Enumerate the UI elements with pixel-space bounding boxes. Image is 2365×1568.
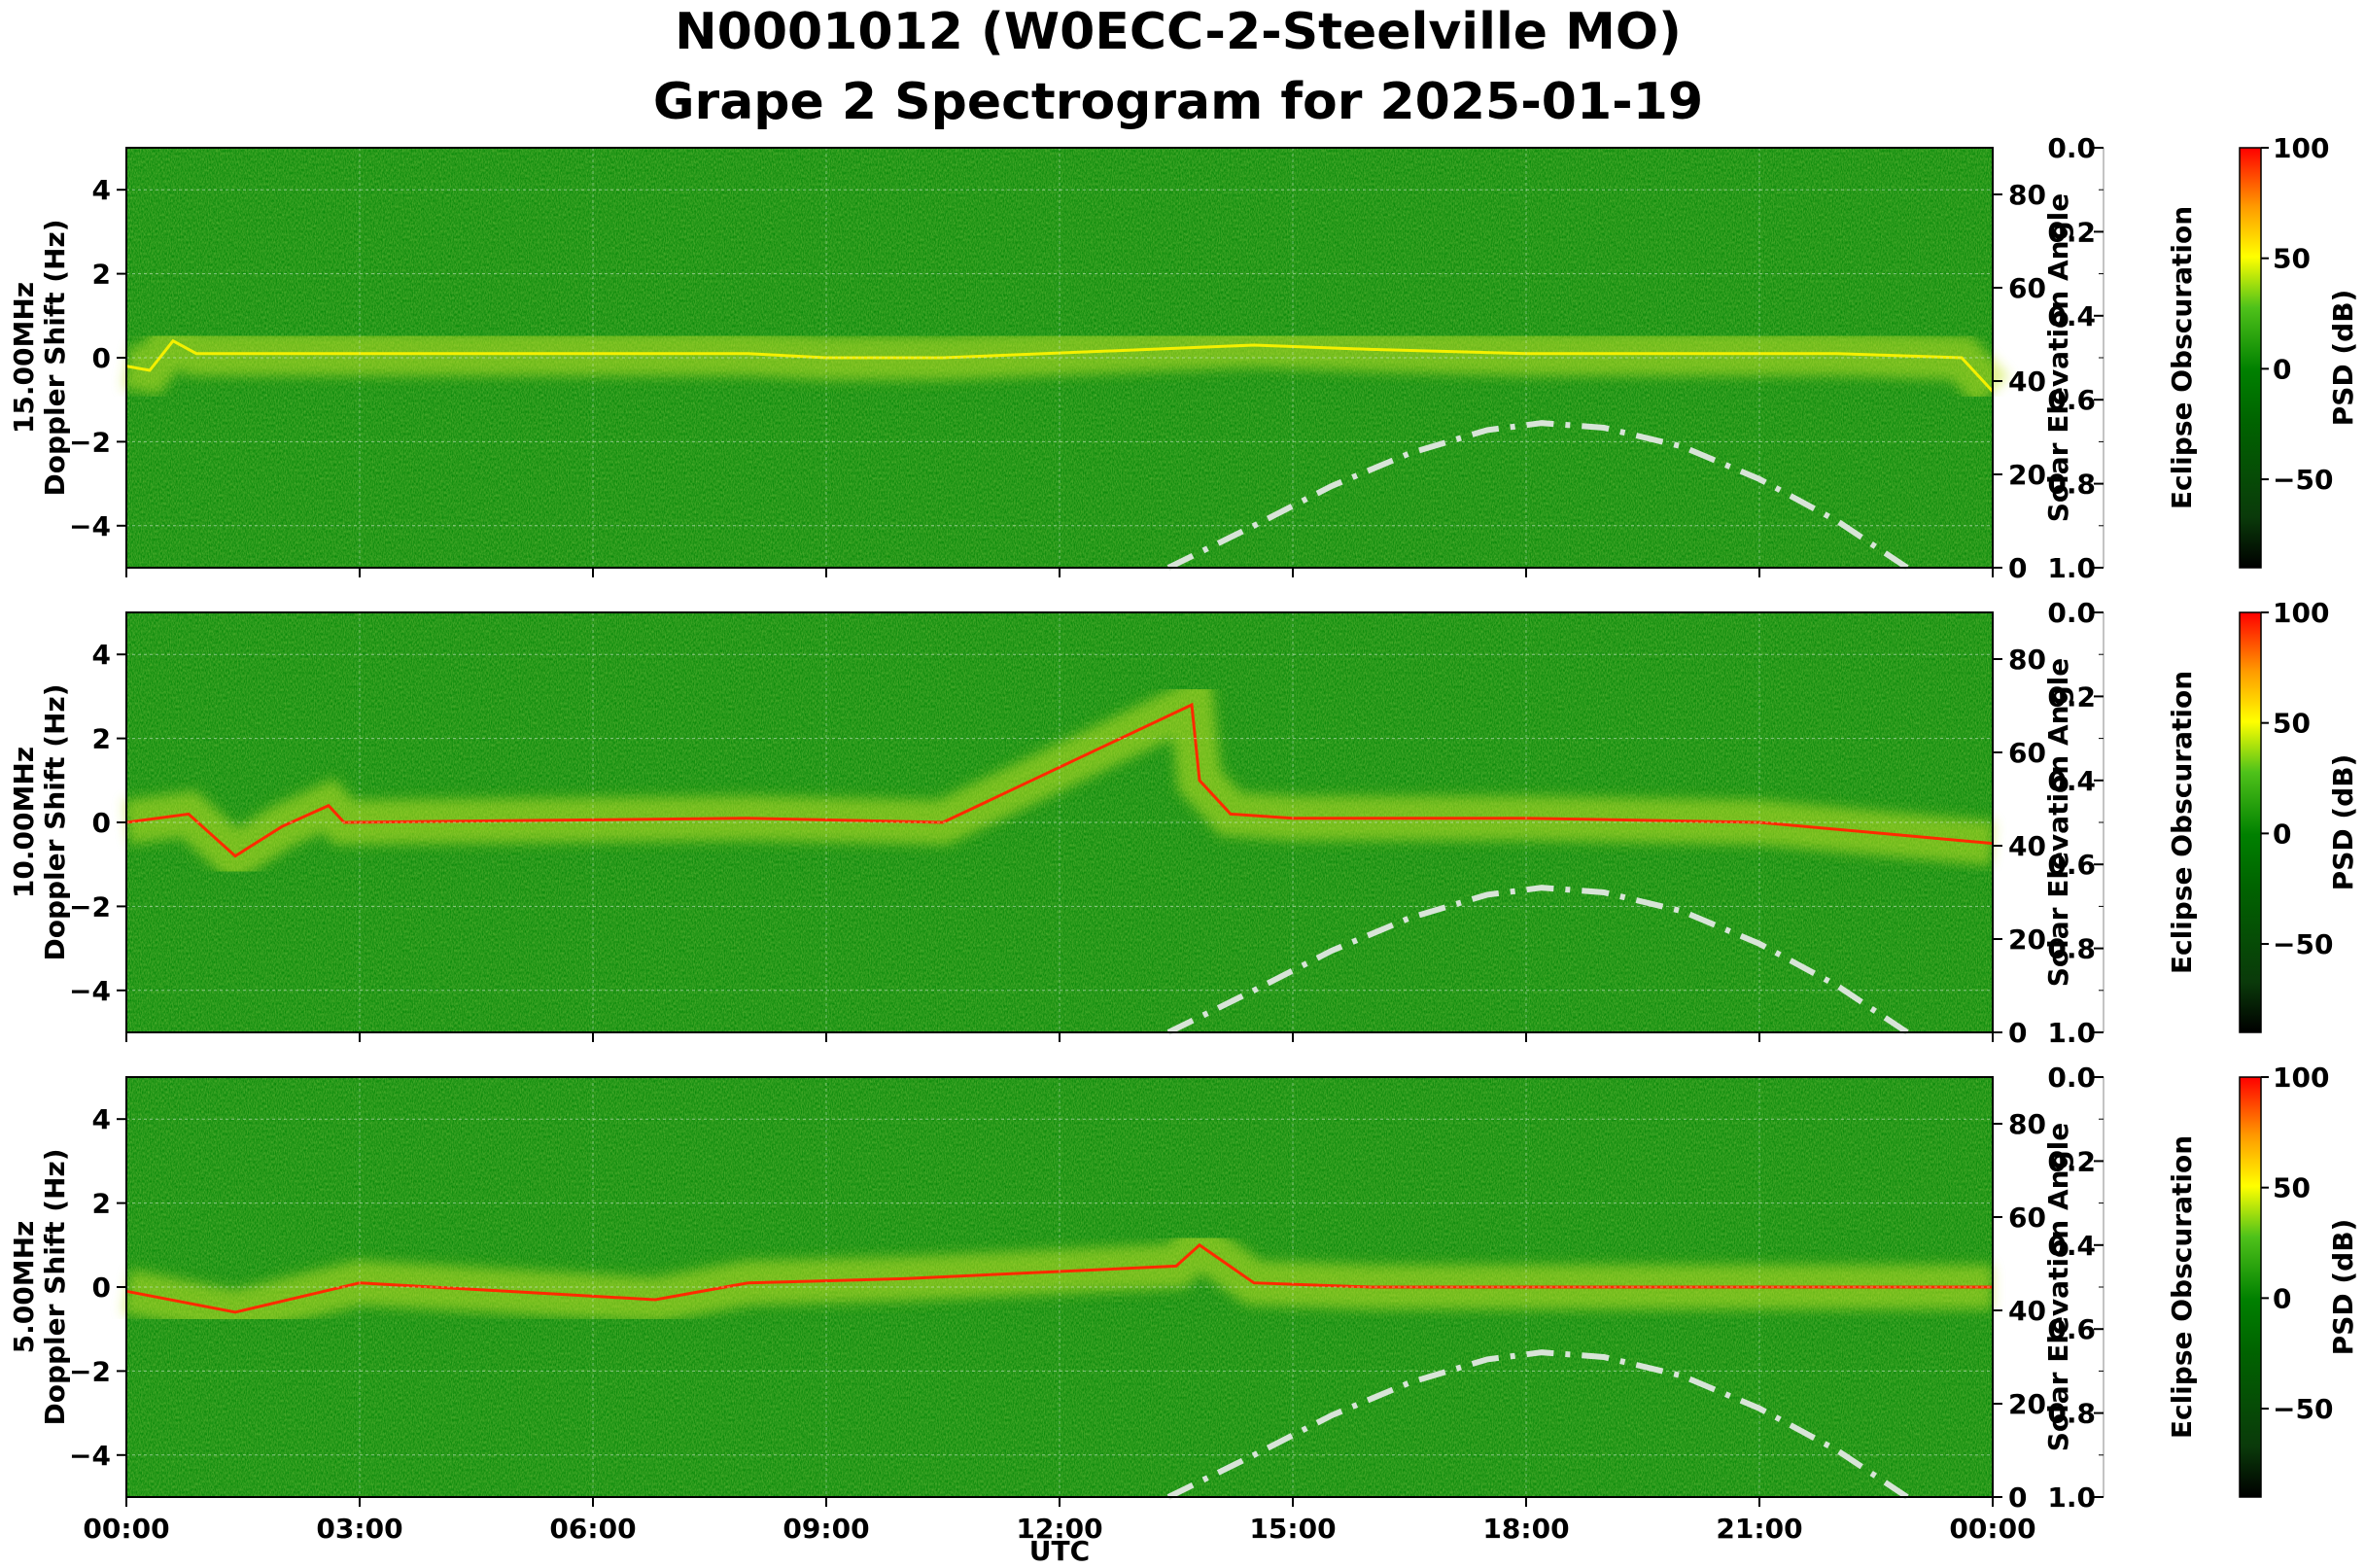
eclipse-tick-label: 0.0 (2047, 132, 2096, 164)
solar-tick-label: 80 (2008, 644, 2046, 676)
psd-axis-label: PSD (dB) (2327, 1219, 2359, 1356)
y-tick-label: −4 (69, 975, 111, 1007)
y-tick-label: 4 (92, 639, 111, 671)
y-tick-label: 0 (92, 1272, 111, 1304)
panels: 420−2−415.00MHz Doppler Shift (Hz)8060402… (8, 132, 2359, 1545)
y-tick-label: 4 (92, 174, 111, 206)
y-axis-label-frequency: 10.00MHz (8, 747, 40, 898)
figure-title-line1: N0001012 (W0ECC-2-Steelville MO) (675, 3, 1682, 61)
eclipse-axis-label: Eclipse Obscuration (2166, 1135, 2198, 1439)
eclipse-tick-label: 0.6 (2047, 849, 2096, 881)
colorbar-tick-label: 50 (2273, 243, 2311, 275)
eclipse-tick-label: 0.2 (2047, 216, 2096, 248)
solar-tick-label: 40 (2008, 830, 2046, 862)
y-tick-label: 2 (92, 259, 111, 291)
y-tick-label: 2 (92, 1188, 111, 1220)
solar-tick-label: 0 (2008, 552, 2027, 584)
eclipse-tick-label: 0.6 (2047, 384, 2096, 416)
psd-colorbar (2239, 147, 2262, 569)
psd-axis-label: PSD (dB) (2327, 290, 2359, 427)
y-tick-label: 0 (92, 807, 111, 839)
y-axis-label: Doppler Shift (Hz) (39, 683, 71, 960)
eclipse-tick-label: 1.0 (2047, 1481, 2096, 1514)
x-tick-label: 12:00 (1016, 1513, 1102, 1545)
y-axis-label-frequency: 15.00MHz (8, 282, 40, 434)
solar-tick-label: 80 (2008, 1108, 2046, 1140)
y-tick-label: 2 (92, 723, 111, 755)
colorbar-tick-label: −50 (2273, 464, 2333, 496)
eclipse-tick-label: 0.8 (2047, 1398, 2096, 1430)
x-tick-label: 00:00 (83, 1513, 169, 1545)
eclipse-tick-label: 0.8 (2047, 933, 2096, 965)
solar-tick-label: 60 (2008, 737, 2046, 769)
y-tick-label: −2 (69, 426, 111, 458)
colorbar-tick-label: 100 (2273, 597, 2329, 629)
x-tick-label: 21:00 (1716, 1513, 1802, 1545)
colorbar-tick-label: 0 (2273, 1282, 2291, 1314)
x-tick-label: 06:00 (549, 1513, 636, 1545)
eclipse-tick-label: 0.8 (2047, 469, 2096, 501)
x-tick-label: 00:00 (1949, 1513, 2035, 1545)
y-tick-label: 4 (92, 1103, 111, 1135)
solar-tick-label: 60 (2008, 1202, 2046, 1234)
y-tick-label: −4 (69, 510, 111, 542)
solar-tick-label: 80 (2008, 179, 2046, 211)
solar-elevation-curve (1166, 1349, 1909, 1500)
doppler-trace (125, 1242, 1993, 1314)
x-tick-label: 03:00 (316, 1513, 402, 1545)
figure-title-line2: Grape 2 Spectrogram for 2025-01-19 (653, 73, 1703, 131)
eclipse-tick-label: 0.2 (2047, 680, 2096, 713)
eclipse-tick-label: 0.6 (2047, 1313, 2096, 1345)
y-axis-label: Doppler Shift (Hz) (39, 1148, 71, 1425)
colorbar-tick-label: 50 (2273, 708, 2311, 740)
solar-tick-label: 20 (2008, 1388, 2046, 1420)
colorbar-tick-label: 0 (2273, 818, 2291, 850)
x-tick-label: 09:00 (783, 1513, 869, 1545)
solar-axis-label: Solar Elevation Angle (2042, 658, 2074, 987)
colorbar-tick-label: −50 (2273, 1393, 2333, 1425)
colorbar-tick-label: −50 (2273, 928, 2333, 960)
eclipse-axis-label: Eclipse Obscuration (2166, 206, 2198, 509)
y-tick-label: −4 (69, 1440, 111, 1472)
solar-tick-label: 0 (2008, 1481, 2027, 1514)
eclipse-tick-label: 1.0 (2047, 552, 2096, 584)
x-tick-label: 18:00 (1482, 1513, 1569, 1545)
solar-axis-label: Solar Elevation Angle (2042, 1123, 2074, 1451)
solar-tick-label: 20 (2008, 923, 2046, 956)
solar-elevation-curve (1166, 420, 1909, 571)
x-axis-label: UTC (1029, 1535, 1090, 1567)
solar-tick-label: 0 (2008, 1017, 2027, 1049)
solar-elevation-curve (1166, 885, 1909, 1035)
psd-colorbar (2239, 611, 2262, 1033)
colorbar-tick-label: 100 (2273, 132, 2329, 164)
y-axis-label-frequency: 5.00MHz (8, 1221, 40, 1354)
solar-tick-label: 40 (2008, 366, 2046, 398)
eclipse-tick-label: 0.4 (2047, 1230, 2096, 1262)
solar-tick-label: 20 (2008, 459, 2046, 491)
colorbar-tick-label: 100 (2273, 1062, 2329, 1094)
eclipse-tick-label: 0.0 (2047, 1062, 2096, 1094)
solar-axis-label: Solar Elevation Angle (2042, 193, 2074, 522)
y-tick-label: −2 (69, 1355, 111, 1387)
doppler-trace (125, 338, 1995, 393)
solar-tick-label: 40 (2008, 1295, 2046, 1327)
colorbar-tick-label: 50 (2273, 1172, 2311, 1204)
psd-colorbar (2239, 1076, 2262, 1498)
y-tick-label: −2 (69, 890, 111, 923)
eclipse-tick-label: 0.4 (2047, 300, 2096, 332)
eclipse-tick-label: 0.2 (2047, 1145, 2096, 1177)
eclipse-axis-label: Eclipse Obscuration (2166, 671, 2198, 974)
y-tick-label: 0 (92, 342, 111, 374)
eclipse-tick-label: 0.4 (2047, 765, 2096, 797)
colorbar-tick-label: 0 (2273, 353, 2291, 385)
eclipse-tick-label: 0.0 (2047, 597, 2096, 629)
psd-axis-label: PSD (dB) (2327, 754, 2359, 891)
solar-tick-label: 60 (2008, 272, 2046, 304)
x-tick-label: 15:00 (1249, 1513, 1336, 1545)
y-axis-label: Doppler Shift (Hz) (39, 219, 71, 496)
eclipse-tick-label: 1.0 (2047, 1017, 2096, 1049)
